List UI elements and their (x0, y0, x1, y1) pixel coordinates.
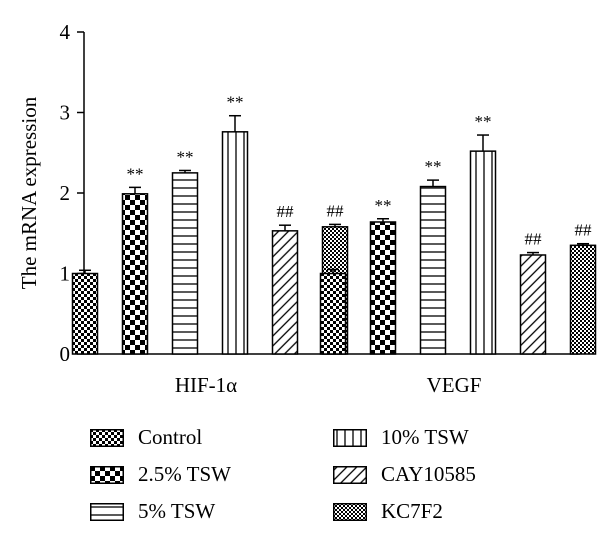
legend-swatch (333, 428, 367, 447)
significance-label: ## (525, 230, 543, 249)
legend-swatch (333, 465, 367, 484)
significance-label: ** (475, 112, 492, 131)
significance-label: ** (127, 164, 144, 183)
y-tick-label: 4 (60, 20, 71, 44)
significance-label: ** (425, 157, 442, 176)
x-category-label: VEGF (427, 373, 482, 397)
legend-swatch-fill (90, 502, 124, 521)
legend-label: 2.5% TSW (138, 462, 231, 486)
legend-item: CAY10585 (333, 462, 476, 487)
y-tick-label: 2 (60, 181, 71, 205)
significance-label: ## (277, 202, 295, 221)
legend-label: CAY10585 (381, 462, 476, 486)
bar (71, 272, 99, 355)
bar (569, 244, 597, 355)
bar (469, 150, 497, 355)
legend-swatch-fill (90, 428, 124, 447)
legend-swatch (333, 502, 367, 521)
legend-label: Control (138, 425, 203, 449)
y-tick-label: 3 (60, 101, 71, 125)
legend-swatch-fill (90, 465, 124, 484)
significance-label: ## (575, 221, 593, 240)
bar (369, 221, 397, 355)
bar (221, 131, 249, 355)
legend: Control 2.5% TSW 5% TSW 10% TSW CAY10585 KC7F… (90, 425, 590, 535)
legend-label: 5% TSW (138, 499, 216, 523)
y-axis-label: The mRNA expression (17, 96, 41, 289)
legend-label: KC7F2 (381, 499, 443, 523)
legend-swatch-fill (333, 465, 367, 484)
bar (419, 185, 447, 355)
bar (319, 272, 347, 355)
bar-chart: 0 1 2 3 4 ** ** ** ## ## HIF-1α ** ** ** ## ## VEGF The … (17, 20, 597, 397)
legend-item: 10% TSW (333, 425, 469, 450)
legend-item: 2.5% TSW (90, 462, 231, 487)
legend-item: 5% TSW (90, 499, 215, 524)
x-category-label: HIF-1α (175, 373, 237, 397)
legend-label: 10% TSW (381, 425, 469, 449)
bar (171, 172, 199, 355)
bar (271, 230, 299, 355)
legend-item: KC7F2 (333, 499, 443, 524)
legend-swatch-fill (333, 502, 367, 521)
plot-area: 0 1 2 3 4 ** ** ** ## ## HIF-1α ** ** ** ## ## VEGF (60, 20, 597, 397)
significance-label: ** (177, 147, 194, 166)
legend-swatch (90, 502, 124, 521)
legend-item: Control (90, 425, 202, 450)
significance-label: ## (327, 201, 345, 220)
significance-label: ** (375, 196, 392, 215)
y-tick-label: 1 (60, 262, 71, 286)
bar (519, 254, 547, 355)
significance-label: ** (227, 93, 244, 112)
legend-swatch (90, 465, 124, 484)
legend-swatch (90, 428, 124, 447)
bar (121, 193, 149, 355)
legend-swatch-fill (333, 428, 367, 447)
y-tick-label: 0 (60, 342, 71, 366)
